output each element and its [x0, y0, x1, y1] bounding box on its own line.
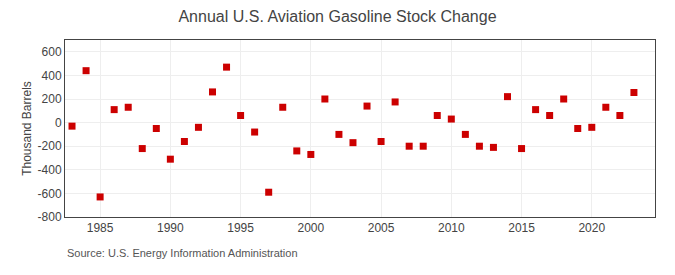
svg-text:-400: -400: [38, 163, 62, 177]
svg-text:2005: 2005: [368, 221, 395, 235]
svg-text:-200: -200: [38, 139, 62, 153]
svg-text:Source: U.S. Energy Informatio: Source: U.S. Energy Information Administ…: [67, 247, 298, 259]
svg-text:-800: -800: [38, 210, 62, 224]
svg-text:Thousand Barrels: Thousand Barrels: [20, 81, 34, 176]
svg-text:200: 200: [42, 92, 62, 106]
svg-text:2015: 2015: [508, 221, 535, 235]
svg-text:2010: 2010: [438, 221, 465, 235]
svg-text:1990: 1990: [157, 221, 184, 235]
svg-text:0: 0: [55, 116, 62, 130]
svg-text:-600: -600: [38, 187, 62, 201]
svg-text:2000: 2000: [297, 221, 324, 235]
svg-text:2020: 2020: [578, 221, 605, 235]
svg-text:1995: 1995: [227, 221, 254, 235]
svg-text:400: 400: [42, 69, 62, 83]
svg-text:Annual U.S. Aviation Gasoline: Annual U.S. Aviation Gasoline Stock Chan…: [178, 8, 496, 25]
svg-text:600: 600: [42, 45, 62, 59]
svg-text:1985: 1985: [87, 221, 114, 235]
